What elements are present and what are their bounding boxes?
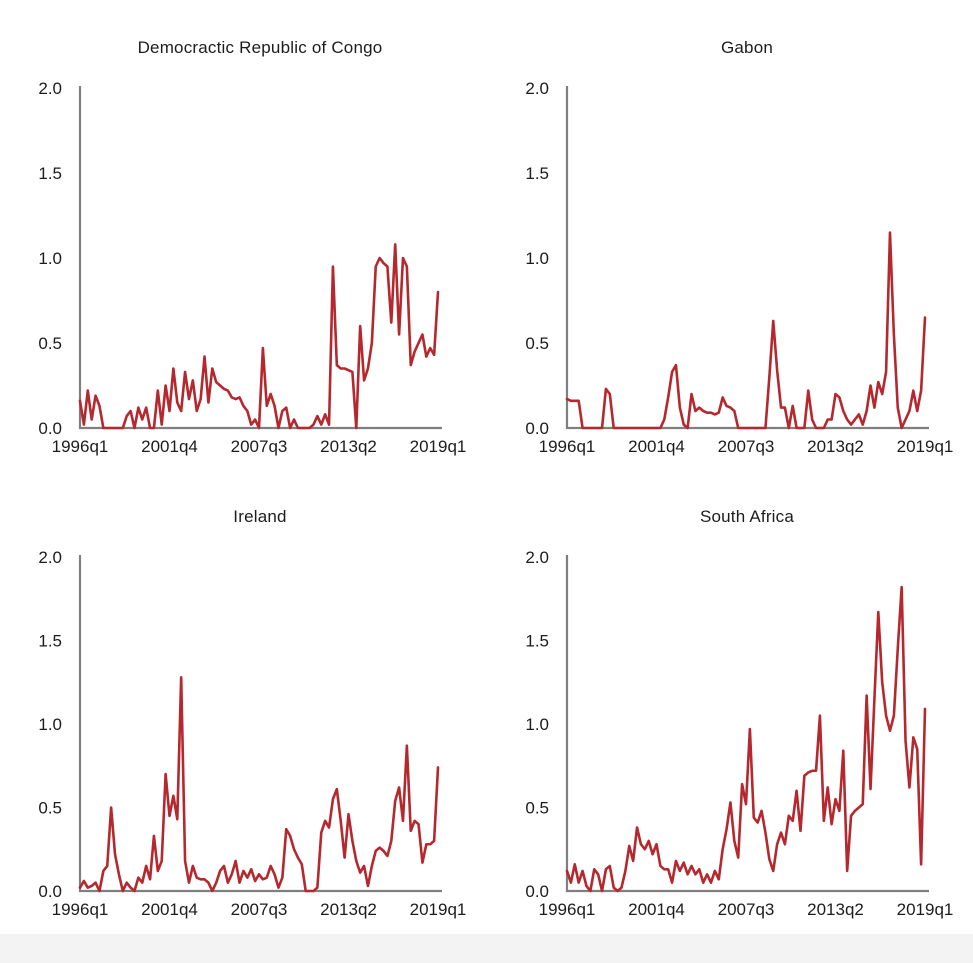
y-tick-label: 0.0 bbox=[38, 419, 62, 438]
series-line bbox=[78, 243, 440, 430]
x-tick-label: 2007q3 bbox=[231, 437, 288, 456]
x-tick-label: 2013q2 bbox=[320, 437, 377, 456]
x-tick-label: 2001q4 bbox=[628, 437, 685, 456]
y-tick-label: 1.0 bbox=[38, 249, 62, 268]
x-tick-label: 2007q3 bbox=[231, 900, 288, 919]
y-tick-label: 2.0 bbox=[38, 548, 62, 567]
gabon-line-plot: 0.0 0.5 1.0 1.5 2.0 1996q1 2001q4 2007q3 2013q2 2… bbox=[525, 79, 954, 456]
chart-title-ireland: Ireland bbox=[233, 507, 287, 526]
y-tick-label: 1.0 bbox=[525, 715, 549, 734]
y-tick-label: 2.0 bbox=[525, 79, 549, 98]
y-tick-label: 0.5 bbox=[38, 799, 62, 818]
y-tick-label: 0.5 bbox=[38, 334, 62, 353]
chart-gabon: 0.0 0.5 1.0 1.5 2.0 1996q1 2001q4 2007q3 2013q2 2… bbox=[487, 0, 973, 481]
chart-democratic-republic-of-congo: 0.0 0.5 1.0 1.5 2.0 1996q1 2001q4 2007q3 2013q2 2… bbox=[0, 0, 487, 481]
series-line bbox=[78, 675, 440, 893]
y-tick-label: 2.0 bbox=[38, 79, 62, 98]
drc-line-plot: 0.0 0.5 1.0 1.5 2.0 1996q1 2001q4 2007q3 2013q2 2… bbox=[38, 79, 467, 456]
y-tick-label: 0.0 bbox=[525, 419, 549, 438]
y-tick-label: 1.0 bbox=[525, 249, 549, 268]
x-tick-label: 2013q2 bbox=[807, 437, 864, 456]
chart-title-gabon: Gabon bbox=[720, 38, 774, 57]
window-bottom-strip bbox=[0, 934, 973, 963]
y-tick-label: 1.5 bbox=[525, 164, 549, 183]
x-tick-label: 2001q4 bbox=[141, 437, 198, 456]
series-line bbox=[565, 585, 927, 893]
y-tick-label: 0.5 bbox=[525, 799, 549, 818]
x-tick-label: 2019q1 bbox=[410, 437, 467, 456]
x-tick-label: 1996q1 bbox=[52, 900, 109, 919]
x-tick-label: 1996q1 bbox=[52, 437, 109, 456]
y-tick-label: 1.5 bbox=[38, 164, 62, 183]
y-tick-label: 1.0 bbox=[38, 715, 62, 734]
x-tick-label: 2001q4 bbox=[628, 900, 685, 919]
x-tick-label: 2019q1 bbox=[897, 900, 954, 919]
y-tick-label: 1.5 bbox=[525, 632, 549, 651]
y-tick-label: 0.5 bbox=[525, 334, 549, 353]
series-line bbox=[565, 231, 927, 430]
south-africa-line-plot: 0.0 0.5 1.0 1.5 2.0 1996q1 2001q4 2007q3 2013q2 2… bbox=[525, 548, 954, 919]
x-tick-label: 2007q3 bbox=[718, 900, 775, 919]
x-tick-label: 2007q3 bbox=[718, 437, 775, 456]
chart-ireland: 0.0 0.5 1.0 1.5 2.0 1996q1 2001q4 2007q3 2013q2 2… bbox=[0, 481, 487, 963]
x-tick-label: 2013q2 bbox=[807, 900, 864, 919]
chart-title-south-africa: South Africa bbox=[699, 507, 795, 526]
chart-title-drc: Democractic Republic of Congo bbox=[137, 38, 383, 57]
y-tick-label: 2.0 bbox=[525, 548, 549, 567]
x-tick-label: 2019q1 bbox=[410, 900, 467, 919]
y-tick-label: 0.0 bbox=[38, 882, 62, 901]
y-tick-label: 0.0 bbox=[525, 882, 549, 901]
x-tick-label: 2019q1 bbox=[897, 437, 954, 456]
x-tick-label: 1996q1 bbox=[539, 900, 596, 919]
y-tick-label: 1.5 bbox=[38, 632, 62, 651]
x-tick-label: 2001q4 bbox=[141, 900, 198, 919]
x-tick-label: 2013q2 bbox=[320, 900, 377, 919]
x-tick-label: 1996q1 bbox=[539, 437, 596, 456]
ireland-line-plot: 0.0 0.5 1.0 1.5 2.0 1996q1 2001q4 2007q3 2013q2 2… bbox=[38, 548, 467, 919]
chart-south-africa: 0.0 0.5 1.0 1.5 2.0 1996q1 2001q4 2007q3 2013q2 2… bbox=[487, 481, 973, 963]
